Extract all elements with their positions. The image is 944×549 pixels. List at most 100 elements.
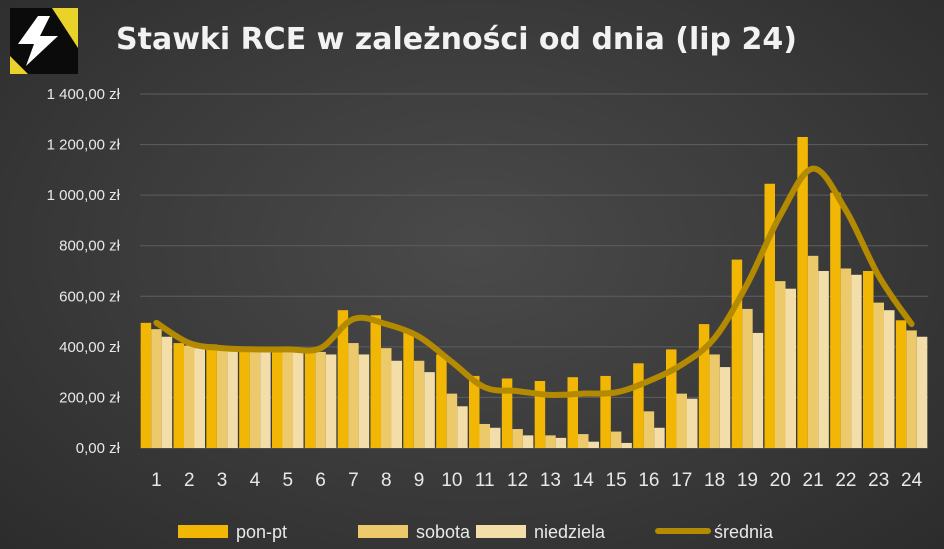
legend-swatch — [476, 525, 526, 538]
bar-pon-pt — [173, 343, 184, 448]
bar-niedziela — [818, 271, 829, 448]
bar-pon-pt — [206, 344, 217, 448]
bar-sobota — [249, 350, 261, 448]
bar-niedziela — [391, 360, 402, 448]
bar-niedziela — [260, 351, 271, 448]
bar-sobota — [282, 350, 293, 448]
bar-pon-pt — [731, 259, 743, 448]
x-tick-label: 14 — [573, 470, 595, 491]
x-tick-label: 20 — [770, 470, 791, 491]
bar-niedziela — [654, 427, 665, 448]
bar-niedziela — [916, 336, 928, 448]
x-tick-label: 16 — [638, 470, 659, 491]
legend-item: niedziela — [476, 522, 606, 542]
x-tick-label: 6 — [315, 470, 326, 491]
y-tick-label: 800,00 zł — [59, 238, 121, 255]
bar-niedziela — [490, 427, 501, 448]
bar-sobota — [479, 423, 490, 448]
bar-niedziela — [194, 348, 205, 448]
bar-sobota — [610, 431, 622, 448]
x-tick-label: 8 — [381, 470, 392, 491]
bar-sobota — [151, 329, 162, 448]
average-line-series — [153, 165, 915, 398]
bar-pon-pt — [501, 378, 513, 448]
bar-niedziela — [687, 398, 698, 448]
legend-label: niedziela — [534, 522, 606, 542]
bar-niedziela — [325, 354, 337, 448]
bar-sobota — [381, 348, 392, 448]
bar-niedziela — [358, 354, 370, 448]
x-tick-label: 18 — [704, 470, 725, 491]
x-tick-label: 1 — [151, 470, 162, 491]
x-tick-label: 15 — [606, 470, 627, 491]
bar-niedziela — [522, 435, 534, 448]
bar-pon-pt — [370, 315, 381, 448]
bar-sobota — [216, 346, 228, 448]
y-tick-label: 1 000,00 zł — [47, 187, 121, 204]
bar-pon-pt — [764, 183, 775, 448]
bar-pon-pt — [337, 310, 349, 448]
x-tick-label: 5 — [282, 470, 293, 491]
y-axis-ticks: 0,00 zł 200,00 zł 400,00 zł 600,00 zł 800,00… — [47, 86, 121, 457]
lightning-logo-icon — [10, 8, 78, 74]
bar-niedziela — [555, 437, 567, 448]
x-tick-label: 24 — [901, 470, 923, 491]
bar-sobota — [512, 429, 523, 448]
bar-sobota — [840, 268, 852, 448]
x-tick-label: 2 — [184, 470, 195, 491]
bar-pon-pt — [567, 377, 578, 448]
x-tick-label: 23 — [868, 470, 889, 491]
x-tick-label: 11 — [475, 470, 495, 491]
x-tick-label: 9 — [414, 470, 425, 491]
bar-niedziela — [588, 441, 599, 448]
bar-pon-pt — [403, 330, 414, 448]
bar-sobota — [643, 411, 655, 448]
bar-sobota — [446, 393, 458, 448]
legend-label: pon-pt — [236, 522, 287, 542]
bar-series — [140, 136, 928, 448]
x-tick-label: 21 — [803, 470, 824, 491]
chart-title: Stawki RCE w zależności od dnia (lip 24) — [116, 22, 797, 57]
bar-pon-pt — [140, 322, 152, 448]
bar-niedziela — [752, 332, 764, 448]
bar-sobota — [906, 330, 917, 448]
bar-pon-pt — [469, 375, 480, 448]
y-tick-label: 1 200,00 zł — [47, 137, 121, 154]
bar-pon-pt — [863, 271, 874, 448]
legend-label: średnia — [714, 522, 774, 542]
x-tick-label: 10 — [441, 470, 462, 491]
legend-label: sobota — [416, 522, 471, 542]
bar-niedziela — [884, 310, 895, 448]
bar-sobota — [315, 351, 326, 448]
legend-item: pon-pt — [178, 522, 287, 542]
bar-sobota — [184, 345, 195, 448]
x-tick-label: 12 — [507, 470, 528, 491]
bar-niedziela — [785, 288, 796, 448]
bar-pon-pt — [895, 320, 907, 448]
y-tick-label: 0,00 zł — [76, 440, 121, 457]
x-tick-label: 19 — [737, 470, 758, 491]
bar-pon-pt — [698, 324, 710, 448]
y-tick-label: 200,00 zł — [59, 389, 121, 406]
bar-pon-pt — [830, 192, 841, 448]
bar-pon-pt — [436, 354, 447, 448]
y-tick-label: 600,00 zł — [59, 288, 121, 305]
legend: pon-pt sobota niedziela średnia — [178, 522, 774, 542]
legend-item: sobota — [358, 522, 471, 542]
bar-niedziela — [293, 351, 304, 448]
bar-sobota — [742, 308, 753, 448]
legend-item: średnia — [655, 522, 774, 542]
x-tick-label: 4 — [250, 470, 261, 491]
y-tick-label: 1 400,00 zł — [47, 86, 121, 103]
gridlines — [140, 93, 928, 449]
legend-swatch — [358, 525, 408, 538]
y-tick-label: 400,00 zł — [59, 339, 121, 356]
bar-sobota — [709, 354, 720, 448]
x-tick-label: 3 — [217, 470, 228, 491]
bar-pon-pt — [633, 363, 644, 448]
bar-sobota — [873, 302, 884, 448]
bar-sobota — [545, 435, 556, 448]
bar-pon-pt — [600, 375, 611, 448]
bar-sobota — [676, 393, 687, 448]
bar-pon-pt — [534, 380, 546, 448]
